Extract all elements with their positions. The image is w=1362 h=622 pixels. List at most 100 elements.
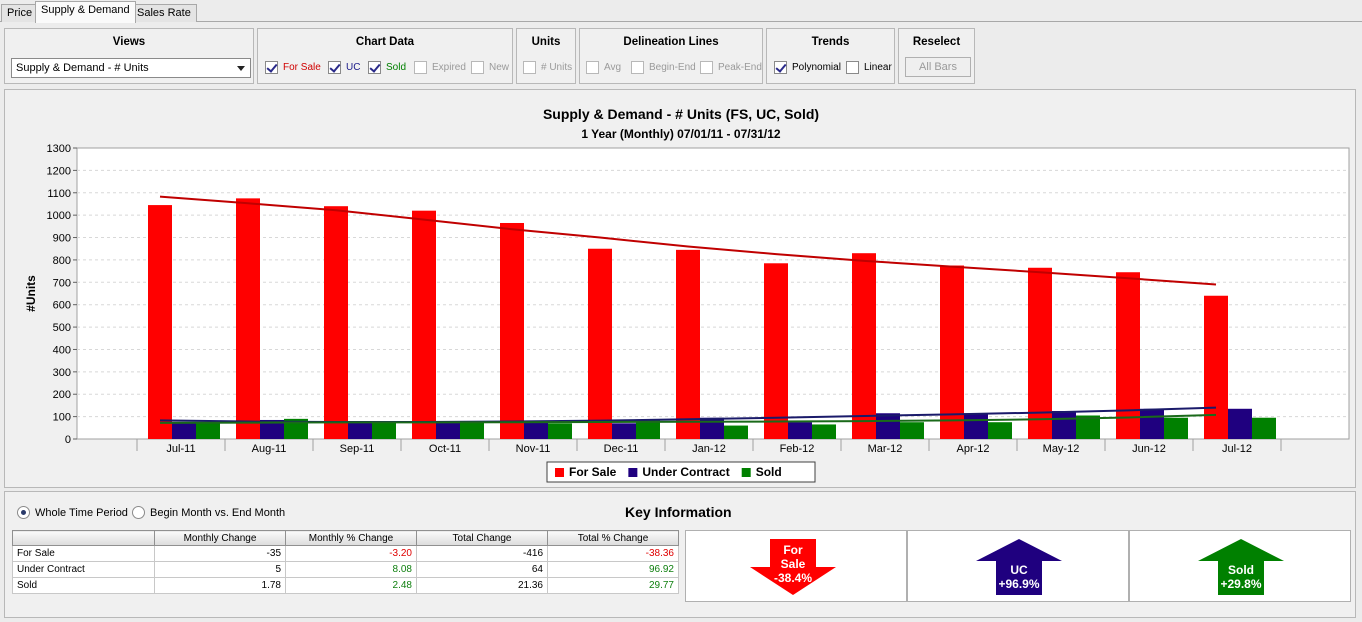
checkbox-box[interactable] [523,60,536,74]
bar-for-sale [852,253,876,439]
checkbox-box[interactable] [586,60,599,74]
checkbox-box[interactable] [846,60,859,74]
checkbox-label-polynomial: Polynomial [792,61,841,73]
radio-begin-vs-end[interactable]: Begin Month vs. End Month [132,506,285,519]
checkbox-box[interactable] [328,60,341,74]
checkbox-label-begin-end: Begin-End [649,61,696,73]
y-tick-label: 200 [53,389,71,401]
cell-monthly-pct: 8.08 [285,561,417,578]
trendline-sold [159,413,1217,424]
checkbox-sold[interactable]: Sold [368,59,406,75]
legend-label: Sold [756,465,782,479]
table-header-row: Monthly Change Monthly % Change Total Ch… [12,530,679,546]
tab-price[interactable]: Price [1,4,39,22]
trends-group: Trends Polynomial Linear [766,28,895,84]
radio-dot[interactable] [17,506,30,519]
radio-dot[interactable] [132,506,145,519]
checkbox-avg[interactable]: Avg [586,59,621,75]
x-tick-label: Sep-11 [340,443,375,455]
indicator-uc: UC +96.9% [907,530,1129,602]
delineation-title: Delineation Lines [623,36,719,48]
checkbox-begin-end[interactable]: Begin-End [631,59,696,75]
checkbox-polynomial[interactable]: Polynomial [774,59,841,75]
x-tick-label: Feb-12 [780,443,815,455]
bar-for-sale [764,263,788,439]
radio-whole-time-period[interactable]: Whole Time Period [17,506,128,519]
cell-total-pct: 29.77 [547,577,679,594]
tab-sales-rate[interactable]: Sales Rate [131,4,197,22]
all-bars-button[interactable]: All Bars [905,57,971,77]
x-tick-label: Apr-12 [956,443,989,455]
x-tick-label: Jul-11 [166,443,195,455]
checkbox-label-peak-end: Peak-End [718,61,762,73]
table-header-total-pct: Total % Change [547,530,679,546]
checkbox-linear[interactable]: Linear [846,59,892,75]
checkbox-for-sale[interactable]: For Sale [265,59,321,75]
checkbox-box[interactable] [265,60,278,74]
checkbox-box[interactable] [368,60,381,74]
checkbox-expired[interactable]: Expired [414,59,466,75]
checkbox-new[interactable]: New [471,59,509,75]
bar-for-sale [1204,295,1228,439]
cell-monthly: 1.78 [154,577,286,594]
checkbox-peak-end[interactable]: Peak-End [700,59,762,75]
bar-sold [548,423,572,439]
indicator-sold: Sold +29.8% [1129,530,1351,602]
bar-for-sale [236,198,260,439]
cell-monthly-pct: -3.20 [285,545,417,562]
bar-sold [900,422,924,439]
units-title: Units [531,36,561,48]
bar-for-sale [676,249,700,439]
checkbox-box[interactable] [471,60,484,74]
checkbox-box[interactable] [700,60,713,74]
bar-under-contract [964,413,988,439]
cell-monthly: -35 [154,545,286,562]
checkbox-label-avg: Avg [604,61,622,73]
x-tick-label: Aug-11 [252,443,287,455]
table-row: For Sale -35 -3.20 -416 -38.36 [12,545,679,562]
reselect-group: Reselect All Bars [898,28,975,84]
bar-for-sale [1116,272,1140,439]
checkbox-box[interactable] [631,60,644,74]
bar-under-contract [172,422,196,439]
legend-swatch [555,468,564,477]
legend-swatch [741,468,751,477]
cell-total-pct: -38.36 [547,545,679,562]
checkbox-uc[interactable]: UC [328,59,360,75]
indicator-label-line1: For [783,543,803,557]
y-tick-label: 600 [53,300,71,312]
tab-supply-demand[interactable]: Supply & Demand [35,1,136,23]
x-tick-label: Jul-12 [1222,443,1252,455]
bar-sold [1076,415,1100,439]
views-select[interactable]: Supply & Demand - # Units [11,58,251,78]
bar-for-sale [324,206,348,439]
table-header-monthly-change: Monthly Change [154,530,286,546]
radio-label-begin-end: Begin Month vs. End Month [150,506,286,519]
x-tick-label: Jun-12 [1132,443,1166,455]
checkbox-label-uc: UC [346,61,361,73]
y-tick-label: 400 [53,344,71,356]
y-tick-label: 100 [53,412,71,424]
checkbox-label-units: # Units [541,61,573,73]
checkbox-label-linear: Linear [864,61,892,73]
chart-data-title: Chart Data [355,36,415,48]
x-tick-label: Mar-12 [868,443,903,455]
bar-under-contract [348,421,372,439]
indicator-label-line1: Sold [1228,563,1254,577]
row-label: Under Contract [12,561,155,578]
delineation-group: Delineation Lines Avg Begin-End Peak-End [579,28,763,84]
table-header-monthly-pct: Monthly % Change [285,530,417,546]
x-tick-label: Jan-12 [692,443,726,455]
checkbox-label-new: New [489,61,510,73]
bar-sold [724,425,748,439]
chart-title: Supply & Demand - # Units (FS, UC, Sold) [542,106,820,122]
checkbox-box[interactable] [414,60,427,74]
checkbox-box[interactable] [774,60,787,74]
chart-data-group: Chart Data For Sale UC Sold Expired New [257,28,513,84]
indicator-label-line1: UC [1010,563,1028,577]
table-header-blank [12,530,155,546]
checkbox-units[interactable]: # Units [523,59,572,75]
cell-total: 21.36 [416,577,548,594]
cell-total: 64 [416,561,548,578]
bar-under-contract [612,423,636,439]
